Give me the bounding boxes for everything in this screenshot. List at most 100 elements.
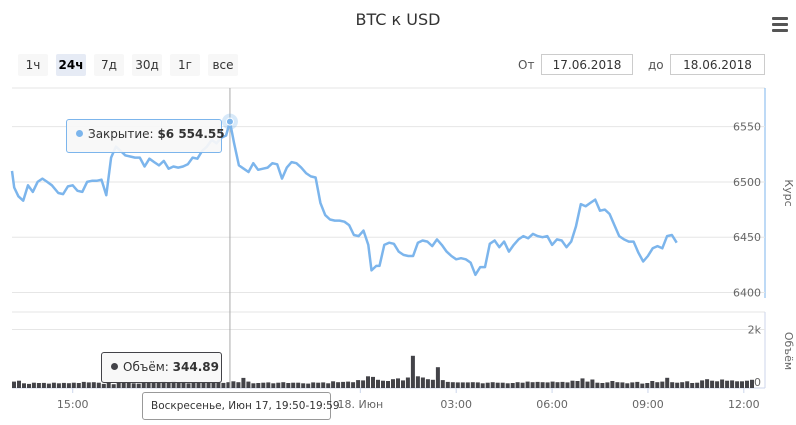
volume-bar [515, 382, 520, 388]
zoom-7d-button[interactable]: 7д [94, 54, 124, 76]
volume-bar [27, 383, 31, 388]
volume-bar [81, 381, 86, 388]
price-tooltip-label: Закрытие: [88, 127, 154, 141]
volume-bar [740, 381, 744, 388]
volume-bar [101, 383, 106, 388]
volume-bar [545, 382, 550, 388]
zoom-1h-button[interactable]: 1ч [18, 54, 48, 76]
volume-bar [445, 381, 450, 388]
volume-tick-label: 0 [754, 376, 761, 389]
volume-bar [710, 380, 715, 388]
volume-bar [665, 377, 670, 388]
volume-bar [136, 383, 141, 388]
volume-bar [670, 382, 675, 388]
volume-bar [405, 377, 410, 388]
volume-bar [156, 382, 161, 388]
volume-bar [221, 382, 226, 388]
volume-bar [22, 383, 26, 388]
volume-bar [595, 382, 600, 388]
zoom-all-button[interactable]: все [208, 54, 238, 76]
volume-bar [111, 384, 116, 388]
volume-bar [176, 382, 181, 388]
volume-bar [331, 381, 336, 388]
volume-bar [351, 382, 356, 388]
volume-bar [415, 376, 420, 388]
volume-bar [226, 382, 231, 388]
volume-bar [171, 380, 176, 388]
range-to-input[interactable]: 18.06.2018 [670, 54, 765, 75]
x-tick-label: 06:00 [536, 398, 568, 411]
zoom-24h-button[interactable]: 24ч [56, 54, 86, 76]
price-tick-label: 6400 [733, 286, 761, 299]
volume-bar [271, 383, 276, 388]
volume-bar [705, 379, 710, 388]
volume-bar [181, 381, 186, 388]
x-tick-label: 03:00 [440, 398, 472, 411]
volume-bar [256, 383, 261, 388]
volume-bar [186, 383, 191, 388]
volume-bar [17, 380, 21, 388]
volume-bar [281, 382, 286, 388]
volume-bar [465, 382, 470, 388]
volume-bar [346, 381, 351, 388]
volume-bar [575, 381, 580, 388]
volume-bar [196, 383, 201, 388]
volume-bar [440, 380, 445, 388]
volume-bar [91, 382, 96, 388]
volume-bar [261, 382, 266, 388]
volume-bar [311, 382, 316, 388]
volume-bar [725, 380, 730, 388]
volume-bar [630, 382, 635, 388]
volume-bar [715, 381, 720, 388]
volume-bar [745, 380, 749, 388]
volume-bar [660, 381, 665, 388]
x-tick-label: 15:00 [57, 398, 89, 411]
volume-bar [500, 382, 505, 388]
volume-bar [615, 382, 620, 388]
volume-bar [475, 382, 480, 388]
volume-bar [126, 383, 131, 388]
volume-bar [570, 380, 575, 388]
volume-bar [146, 382, 151, 388]
x-tick-label: 09:00 [632, 398, 664, 411]
volume-bar [425, 379, 430, 388]
volume-bar [480, 383, 485, 388]
volume-bar [356, 380, 361, 388]
volume-bar [565, 382, 570, 388]
volume-bar [730, 380, 735, 388]
volume-bar [51, 382, 56, 388]
volume-bar [151, 382, 156, 388]
volume-bar [211, 382, 216, 388]
volume-bar [246, 381, 251, 388]
volume-bar [410, 355, 415, 388]
volume-bar [580, 378, 585, 388]
zoom-30d-button[interactable]: 30д [132, 54, 162, 76]
volume-bar [236, 382, 241, 388]
zoom-1y-button[interactable]: 1г [170, 54, 200, 76]
chart-title: BTC к USD [355, 10, 441, 29]
price-tick-label: 6550 [733, 121, 761, 134]
volume-bar [41, 382, 46, 388]
hamburger-menu-icon[interactable] [772, 17, 788, 35]
volume-bar [655, 382, 660, 388]
volume-tooltip-dot [111, 363, 118, 370]
volume-bar [166, 383, 171, 388]
volume-bar [685, 381, 690, 388]
volume-bar [510, 383, 515, 388]
volume-bar [296, 382, 301, 388]
volume-bar [141, 383, 146, 388]
volume-bar [695, 382, 700, 388]
volume-bar [675, 382, 680, 388]
volume-bar [485, 382, 490, 388]
volume-bar [585, 381, 590, 388]
price-tick-label: 6500 [733, 176, 761, 189]
x-tick-label: 12:00 [728, 398, 760, 411]
volume-bar [366, 376, 370, 388]
volume-bar [455, 382, 460, 388]
volume-bar [520, 382, 525, 388]
volume-bar [560, 381, 565, 388]
volume-bar [71, 382, 76, 388]
price-axis-title: Курс [782, 179, 795, 206]
volume-bar [341, 381, 346, 388]
range-from-input[interactable]: 17.06.2018 [541, 54, 633, 75]
